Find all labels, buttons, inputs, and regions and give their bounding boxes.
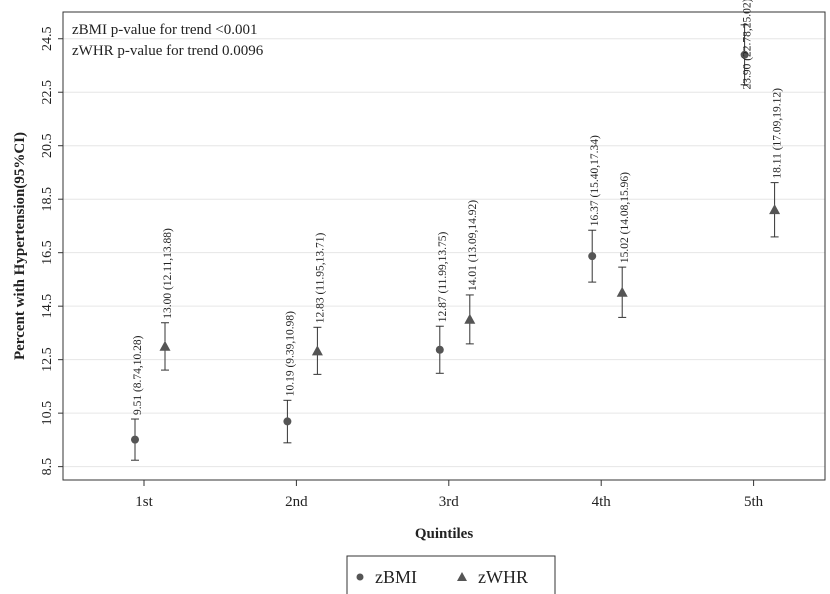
- legend-zwhr-label: zWHR: [478, 567, 528, 587]
- plot-frame: [62, 11, 826, 481]
- y-tick-label: 24.5: [40, 26, 55, 51]
- zwhr-data-label: 13.00 (12.11,13.88): [162, 228, 174, 319]
- x-axis: 1st 2nd 3rd 4th 5th: [135, 480, 764, 510]
- x-axis-label: Quintiles: [415, 526, 474, 542]
- legend-zbmi-label: zBMI: [375, 567, 417, 587]
- zbmi-data-label: 12.87 (11.99,13.75): [437, 231, 449, 322]
- y-tick-label: 16.5: [40, 240, 55, 265]
- annotation-zbmi-trend: zBMI p-value for trend <0.001: [72, 22, 258, 38]
- zbmi-data-label: 16.37 (15.40,17.34): [589, 135, 601, 226]
- x-tick-label: 3rd: [439, 494, 459, 510]
- zwhr-point: [616, 286, 628, 297]
- y-tick-label: 10.5: [40, 401, 55, 426]
- zwhr-data-label: 14.01 (13.09,14.92): [467, 200, 479, 291]
- zwhr-point: [311, 345, 323, 356]
- legend-zwhr-marker: [457, 572, 467, 581]
- zbmi-data-label: 23.90 (22.78,25.02): [742, 0, 754, 90]
- y-tick-label: 20.5: [40, 133, 55, 158]
- grid-lines: [63, 38, 825, 468]
- zbmi-point: [740, 50, 749, 59]
- data-marks: 9.51 (8.74,10.28) 10.19 (9.39,10.98) 12.87…: [131, 0, 784, 461]
- zbmi-point: [283, 417, 292, 426]
- zwhr-data-label: 15.02 (14.08,15.96): [619, 172, 631, 263]
- zwhr-data-label: 12.83 (11.95,13.71): [314, 233, 326, 324]
- y-tick-label: 8.5: [40, 458, 55, 476]
- legend: zBMI zWHR: [346, 555, 556, 594]
- x-tick-label: 2nd: [285, 494, 308, 510]
- zbmi-data-label: 10.19 (9.39,10.98): [284, 311, 296, 396]
- y-tick-label: 14.5: [40, 294, 55, 319]
- y-axis-label: Percent with Hypertension(95%CI): [12, 132, 28, 360]
- x-tick-label: 4th: [592, 494, 612, 510]
- zwhr-point: [464, 313, 476, 324]
- legend-zbmi-marker: [356, 573, 364, 581]
- y-tick-label: 12.5: [40, 347, 55, 372]
- zwhr-point: [769, 204, 781, 215]
- y-tick-label: 22.5: [40, 80, 55, 105]
- zbmi-point: [435, 345, 444, 354]
- annotation-zwhr-trend: zWHR p-value for trend 0.0096: [72, 43, 264, 59]
- zwhr-data-label: 18.11 (17.09,19.12): [772, 88, 784, 179]
- y-axis: 8.5 10.5 12.5 14.5 16.5 18.5 20.5 22.5 24.5: [40, 26, 63, 475]
- zwhr-point: [159, 340, 171, 351]
- zbmi-data-label: 9.51 (8.74,10.28): [132, 335, 144, 415]
- zbmi-point: [131, 435, 139, 444]
- y-tick-label: 18.5: [40, 187, 55, 212]
- x-tick-label: 5th: [744, 494, 764, 510]
- x-tick-label: 1st: [135, 494, 153, 510]
- legend-box: [346, 555, 556, 594]
- zbmi-point: [588, 252, 597, 261]
